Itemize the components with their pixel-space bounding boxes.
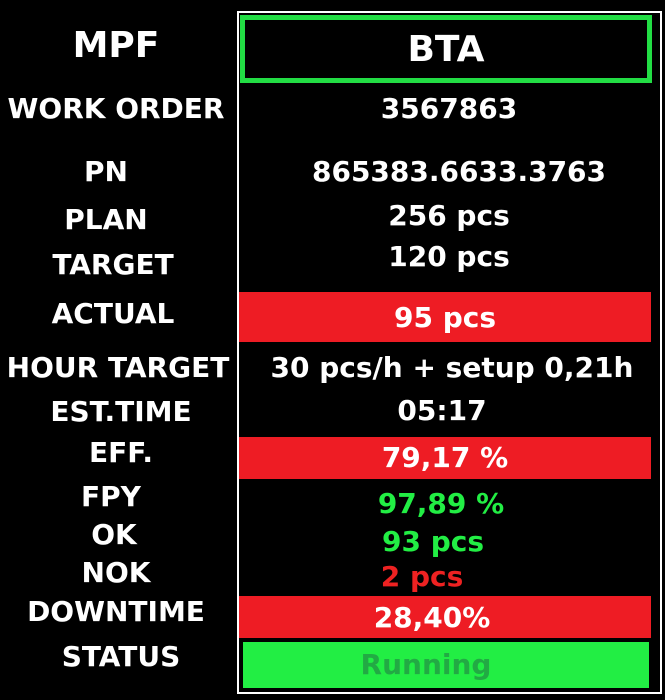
pn-value: 865383.6633.3763 (311, 155, 607, 188)
plan-value: 256 pcs (388, 199, 510, 232)
machine-name-header: BTA (240, 15, 652, 83)
downtime-label: DOWNTIME (27, 595, 205, 628)
status-label: STATUS (61, 640, 181, 673)
values-panel (237, 11, 662, 694)
ok-label: OK (91, 518, 137, 551)
est-time-value: 05:17 (397, 394, 487, 427)
actual-label: ACTUAL (51, 297, 175, 330)
eff-alert-bar (239, 437, 651, 479)
pn-label: PN (84, 155, 128, 188)
fpy-value: 97,89 % (377, 487, 505, 520)
hour-target-value: 30 pcs/h + setup 0,21h (270, 351, 634, 384)
fpy-label: FPY (81, 480, 141, 513)
est-time-label: EST.TIME (50, 395, 192, 428)
eff-value: 79,17 % (381, 441, 509, 474)
actual-value: 95 pcs (393, 301, 497, 334)
status-bar (243, 642, 649, 688)
plan-label: PLAN (64, 203, 148, 236)
actual-alert-bar (239, 292, 651, 342)
ok-value: 93 pcs (381, 525, 485, 558)
eff-label: EFF. (89, 436, 153, 469)
page-title: MPF (72, 25, 160, 66)
target-label: TARGET (52, 248, 174, 281)
downtime-alert-bar (239, 596, 651, 638)
nok-value: 2 pcs (380, 560, 464, 593)
status-value: Running (360, 648, 492, 681)
work-order-label: WORK ORDER (7, 92, 225, 125)
hour-target-label: HOUR TARGET (6, 351, 230, 384)
nok-label: NOK (81, 556, 151, 589)
downtime-value: 28,40% (373, 601, 491, 634)
target-value: 120 pcs (388, 240, 510, 273)
work-order-value: 3567863 (380, 92, 518, 125)
